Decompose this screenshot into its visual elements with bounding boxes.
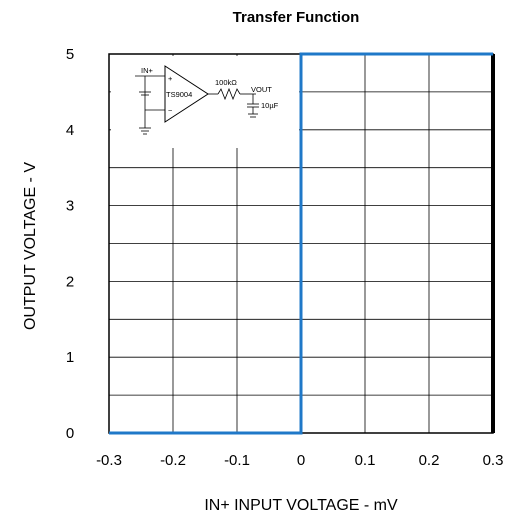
y-axis-title: OUTPUT VOLTAGE - V [22, 162, 39, 330]
inset-label-op-amp: TS9004 [166, 90, 192, 99]
op-amp-symbol [164, 65, 209, 123]
x-tick-label: 0 [297, 452, 305, 469]
y-tick-label: 3 [66, 198, 74, 215]
y-tick-label: 0 [66, 425, 74, 442]
y-tick-label: 4 [66, 122, 74, 139]
inset-label-vout: VOUT [251, 85, 272, 94]
y-tick-label: 5 [66, 46, 74, 63]
x-tick-label: -0.1 [224, 452, 250, 469]
x-tick-label: 0.2 [419, 452, 440, 469]
x-tick-label: -0.2 [160, 452, 186, 469]
inset-label-resistor: 100kΩ [215, 78, 237, 87]
inset-label-minus: − [168, 106, 173, 115]
x-axis-title: IN+ INPUT VOLTAGE - mV [204, 497, 398, 514]
resistor-symbol [217, 87, 241, 101]
x-tick-label: 0.1 [355, 452, 376, 469]
x-tick-label: -0.3 [96, 452, 122, 469]
inset-label-plus: + [168, 74, 173, 83]
y-tick-label: 1 [66, 349, 74, 366]
inset-schematic: + − IN+ TS9004 100kΩ VOUT 10µF [111, 56, 299, 148]
inset-background [111, 56, 299, 148]
x-tick-labels: -0.3 -0.2 -0.1 0 0.1 0.2 0.3 [96, 452, 503, 469]
inset-label-capacitor: 10µF [261, 101, 279, 110]
inset-label-in-plus: IN+ [141, 66, 154, 75]
series-layer [109, 52, 493, 435]
chart-title: Transfer Function [233, 9, 360, 26]
y-tick-labels: 0 1 2 3 4 5 [66, 46, 74, 442]
series-line [109, 52, 493, 435]
y-tick-label: 2 [66, 273, 74, 290]
x-tick-label: 0.3 [483, 452, 504, 469]
